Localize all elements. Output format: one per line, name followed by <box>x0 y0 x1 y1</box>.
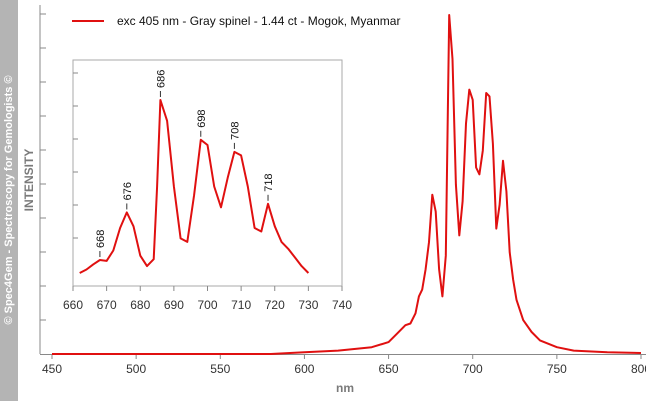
legend-series-label: exc 405 nm - Gray spinel - 1.44 ct - Mog… <box>117 14 400 28</box>
peak-label: 668 <box>95 230 107 248</box>
main-spectrum-series <box>52 14 642 355</box>
inset-x-tick-label: 700 <box>197 298 217 312</box>
main-x-tick-label: 750 <box>547 362 567 376</box>
peak-label: 676 <box>122 182 134 200</box>
legend: exc 405 nm - Gray spinel - 1.44 ct - Mog… <box>72 14 400 28</box>
main-x-ticks: 450 500 550 600 650 700 750 800 <box>42 354 646 376</box>
main-spectrum-line <box>52 14 642 355</box>
main-x-tick-label: 500 <box>126 362 146 376</box>
inset-x-tick-label: 660 <box>63 298 83 312</box>
peak-label: 698 <box>196 109 208 127</box>
main-x-tick-label: 700 <box>463 362 483 376</box>
x-axis-label: nm <box>336 381 354 395</box>
watermark-sidebar: © Spec4Gem - Spectroscopy for Gemologist… <box>0 0 18 401</box>
peak-label: 718 <box>263 173 275 191</box>
inset-x-tick-label: 670 <box>97 298 117 312</box>
main-x-tick-label: 450 <box>42 362 62 376</box>
inset-peak-annotations: 668 676 686 698 708 718 <box>95 70 275 258</box>
peak-label: 708 <box>229 122 241 140</box>
inset-spectrum-line <box>79 99 310 274</box>
inset-x-ticks: 660 670 680 690 700 710 720 730 740 <box>63 286 352 312</box>
main-x-tick-label: 800 <box>631 362 646 376</box>
inset-chart: 660 670 680 690 700 710 720 730 740 668 676 686 698… <box>63 59 352 312</box>
inset-x-tick-label: 730 <box>298 298 318 312</box>
peak-label: 686 <box>155 70 167 88</box>
inset-x-tick-label: 680 <box>130 298 150 312</box>
main-x-tick-label: 550 <box>210 362 230 376</box>
main-x-tick-label: 650 <box>379 362 399 376</box>
main-x-tick-label: 600 <box>294 362 314 376</box>
y-axis-label: INTENSITY <box>22 149 36 212</box>
inset-x-tick-label: 710 <box>231 298 251 312</box>
inset-x-tick-label: 740 <box>332 298 352 312</box>
inset-frame <box>72 59 343 287</box>
inset-x-tick-label: 720 <box>265 298 285 312</box>
inset-axes <box>73 72 78 239</box>
inset-spectrum-series <box>79 99 310 274</box>
inset-x-tick-label: 690 <box>164 298 184 312</box>
